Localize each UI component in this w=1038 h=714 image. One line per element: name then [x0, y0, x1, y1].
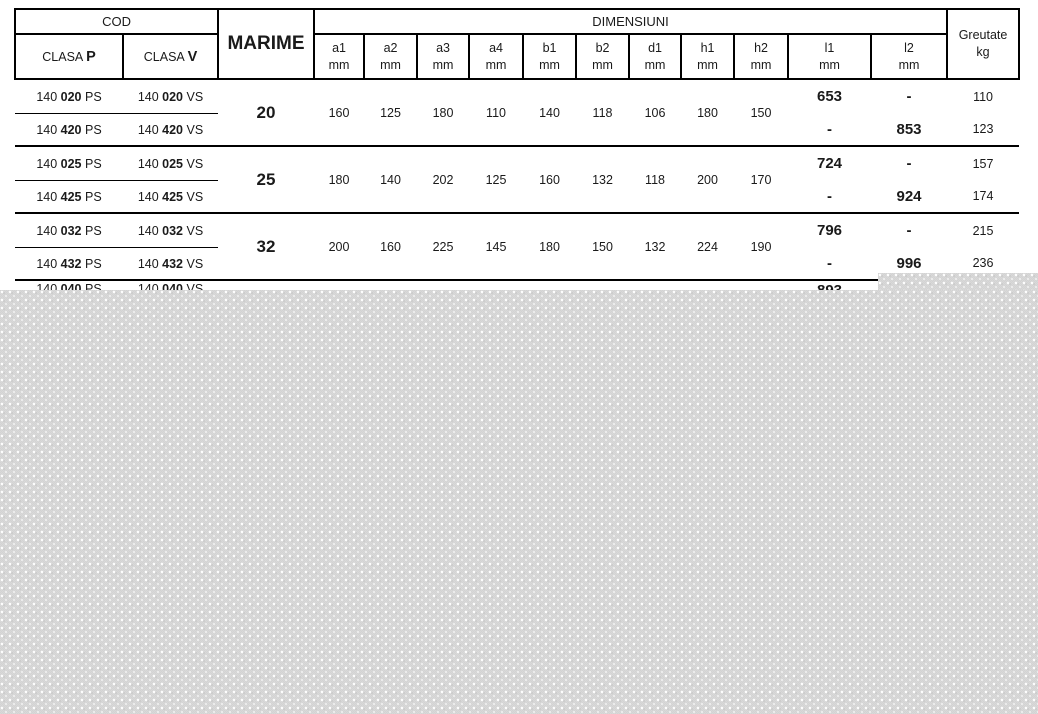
cell-a3: 225 — [417, 213, 470, 281]
scan-texture-right — [878, 273, 1038, 293]
table-row: 140 020 PS 140 020 VS 20 160 125 180 110… — [15, 79, 1019, 147]
cell-a3: 202 — [417, 146, 470, 214]
cell-b2: 132 — [576, 146, 630, 214]
header-col-h2: h2 mm — [733, 33, 790, 80]
code-p-cell: 140 032 PS — [15, 213, 123, 248]
cell-a1: 160 — [314, 79, 365, 147]
code-p-cell: 140 040 PS — [36, 282, 102, 290]
marime-value: 20 — [218, 79, 315, 147]
header-clasa-p: CLASA P — [14, 33, 124, 80]
header-col-b2: b2 mm — [575, 33, 631, 80]
code-v-cell: 140 020 VS — [123, 79, 219, 114]
greutate-label: Greutate — [958, 28, 1008, 43]
cell-l2: - — [906, 155, 912, 173]
cell-greutate: 110 — [973, 89, 993, 104]
header-marime: MARIME — [217, 8, 316, 80]
cell-l1: 653 — [817, 88, 843, 106]
code-p-cell: 140 425 PS — [15, 180, 123, 214]
code-p-cell: 140 020 PS — [15, 79, 123, 114]
code-v-cell: 140 420 VS — [123, 113, 219, 147]
cell-h2: 190 — [734, 213, 789, 281]
header-row-sub: CLASA P CLASA V a1 mm a2 mm a3 mm a4 mm b1 mm… — [14, 33, 1019, 80]
marime-value: 32 — [218, 213, 315, 281]
cell-d1: 132 — [629, 213, 682, 281]
cell-h1: 200 — [681, 146, 735, 214]
greutate-unit: kg — [976, 45, 990, 59]
header-col-d1: d1 mm — [628, 33, 683, 80]
code-v-cell: 140 425 VS — [123, 180, 219, 214]
header-col-l1: l1 mm — [787, 33, 873, 80]
cell-greutate: 123 — [947, 113, 1020, 147]
marime-value: 25 — [218, 146, 315, 214]
header-greutate: Greutate kg — [946, 8, 1021, 80]
cell-a4: 145 — [469, 213, 524, 281]
header-dimensiuni: DIMENSIUNI — [313, 8, 949, 35]
cell-h1: 180 — [681, 79, 735, 147]
cell-l2: - — [906, 88, 912, 106]
code-p-cell: 140 025 PS — [15, 146, 123, 181]
header-col-h1: h1 mm — [680, 33, 736, 80]
cell-l2: 924 — [871, 180, 948, 214]
cell-a3: 180 — [417, 79, 470, 147]
cell-a1: 180 — [314, 146, 365, 214]
cell-a4: 125 — [469, 146, 524, 214]
header-col-a1: a1 mm — [313, 33, 366, 80]
code-v-cell: 140 032 VS — [123, 213, 219, 248]
cell-l1: 893 — [788, 280, 871, 290]
cell-b1: 180 — [523, 213, 577, 281]
cell-greutate: 174 — [947, 180, 1020, 214]
cell-a1: 200 — [314, 213, 365, 281]
cell-b1: 160 — [523, 146, 577, 214]
header-cod: COD — [13, 8, 220, 35]
cell-a2: 160 — [364, 213, 418, 281]
cell-l1: - — [788, 113, 872, 147]
header-row-top: COD MARIME DIMENSIUNI Greutate kg — [13, 8, 1021, 80]
cell-h2: 150 — [734, 79, 789, 147]
scan-texture-bottom — [0, 290, 1038, 714]
cell-greutate: 215 — [972, 223, 994, 238]
header-col-a4: a4 mm — [468, 33, 525, 80]
table-row-partial: 140 040 PS 140 040 VS 893 — [15, 280, 1019, 290]
cell-b2: 150 — [576, 213, 630, 281]
header-col-l2: l2 mm — [870, 33, 949, 80]
cell-l2: 853 — [871, 113, 948, 147]
cell-h1: 224 — [681, 213, 735, 281]
cell-d1: 118 — [629, 146, 682, 214]
header-col-b1: b1 mm — [522, 33, 578, 80]
cell-a2: 140 — [364, 146, 418, 214]
cell-l1: - — [788, 180, 872, 214]
cell-greutate: 157 — [972, 156, 994, 171]
table-row: 140 420 PS 140 420 VS - 853 123 — [15, 113, 1020, 147]
header-clasa-v: CLASA V — [121, 33, 220, 80]
cell-l1: 724 — [817, 155, 843, 173]
cell-b2: 118 — [576, 79, 630, 147]
code-v-cell: 140 040 VS — [137, 282, 204, 290]
cell-l1: - — [788, 247, 872, 281]
cell-l2: - — [906, 222, 912, 240]
cell-h2: 170 — [734, 146, 789, 214]
cell-a4: 110 — [469, 79, 524, 147]
cell-d1: 106 — [629, 79, 682, 147]
code-v-cell: 140 025 VS — [123, 146, 219, 181]
header-col-a3: a3 mm — [416, 33, 471, 80]
cell-a2: 125 — [364, 79, 418, 147]
table-row: 140 425 PS 140 425 VS - 924 174 — [15, 180, 1020, 214]
table-row: 140 032 PS 140 032 VS 32 200 160 225 145… — [15, 213, 1019, 281]
code-p-cell: 140 432 PS — [15, 247, 123, 281]
cell-l1: 796 — [817, 222, 843, 240]
code-p-cell: 140 420 PS — [15, 113, 123, 147]
table-row: 140 025 PS 140 025 VS 25 180 140 202 125… — [15, 146, 1019, 214]
code-v-cell: 140 432 VS — [123, 247, 219, 281]
table-clip-area: COD MARIME DIMENSIUNI Greutate kg CLASA … — [0, 0, 1038, 290]
dimensions-table: COD MARIME DIMENSIUNI Greutate kg CLASA … — [13, 8, 1021, 290]
header-col-a2: a2 mm — [363, 33, 419, 80]
cell-b1: 140 — [523, 79, 577, 147]
